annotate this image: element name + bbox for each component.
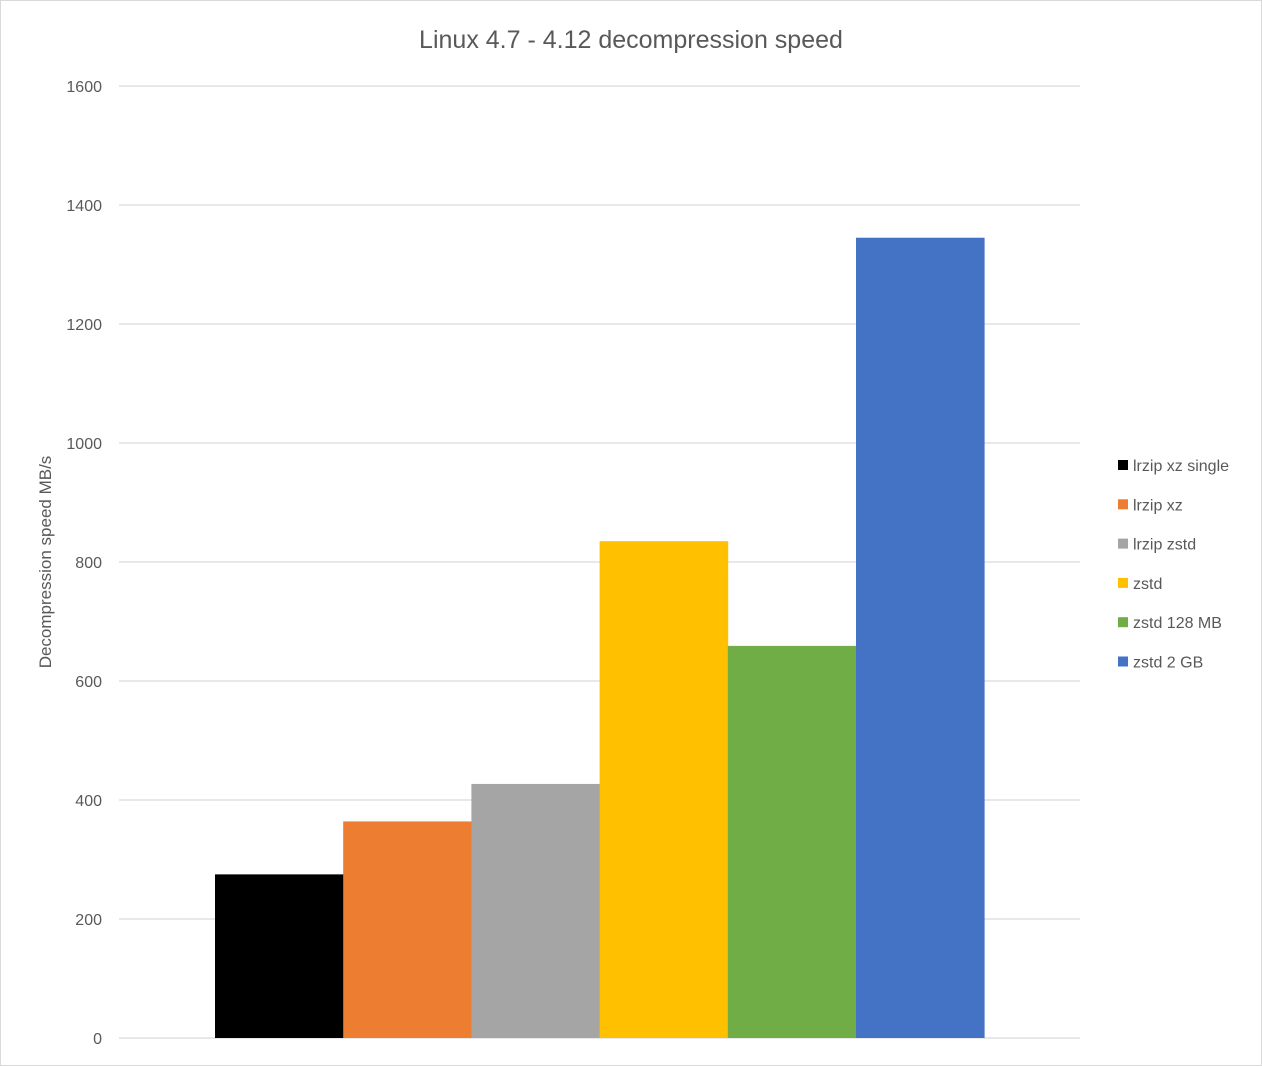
legend-swatch	[1118, 617, 1128, 628]
legend-item: lrzip xz single	[1118, 458, 1229, 475]
y-axis-ticks: 0 200 400 600 800 1000 1200 1400 1600	[66, 79, 102, 1048]
legend-label: zstd 2 GB	[1133, 655, 1203, 672]
y-tick-label: 1200	[66, 317, 102, 334]
bar-lrzip-xz	[343, 821, 472, 1038]
y-tick-label: 200	[75, 912, 102, 929]
legend-swatch	[1118, 656, 1128, 667]
legend-swatch	[1118, 499, 1128, 510]
y-tick-label: 1000	[66, 436, 102, 453]
legend-label: zstd	[1133, 576, 1162, 593]
legend-item: zstd 128 MB	[1118, 615, 1222, 632]
y-tick-label: 600	[75, 674, 102, 691]
legend-label: zstd 128 MB	[1133, 615, 1222, 632]
bar-lrzip-zstd	[471, 783, 600, 1038]
legend-item: zstd 2 GB	[1118, 655, 1203, 672]
chart-title: Linux 4.7 - 4.12 decompression speed	[419, 26, 843, 54]
legend-swatch	[1118, 460, 1128, 470]
legend-label: lrzip zstd	[1133, 537, 1196, 554]
y-tick-label: 800	[75, 555, 102, 572]
y-axis-label: Decompression speed MB/s	[36, 456, 55, 669]
legend-item: lrzip zstd	[1118, 537, 1196, 554]
legend-swatch	[1118, 577, 1128, 588]
bar-zstd-128-mb	[727, 645, 857, 1038]
legend-label: lrzip xz	[1133, 497, 1183, 514]
legend: lrzip xz single lrzip xz lrzip zstd zstd zst…	[1118, 458, 1229, 672]
y-tick-label: 0	[93, 1031, 102, 1048]
y-tick-label: 400	[75, 793, 102, 810]
bar-lrzip-xz-single	[215, 874, 344, 1038]
bar-zstd	[599, 541, 729, 1038]
legend-label: lrzip xz single	[1133, 458, 1229, 475]
y-tick-label: 1600	[66, 79, 102, 96]
y-tick-label: 1400	[66, 198, 102, 215]
legend-item: lrzip xz	[1118, 497, 1183, 514]
bar-zstd-2-gb	[856, 237, 985, 1039]
bars	[215, 237, 985, 1039]
legend-swatch	[1118, 538, 1128, 549]
legend-item: zstd	[1118, 576, 1162, 593]
